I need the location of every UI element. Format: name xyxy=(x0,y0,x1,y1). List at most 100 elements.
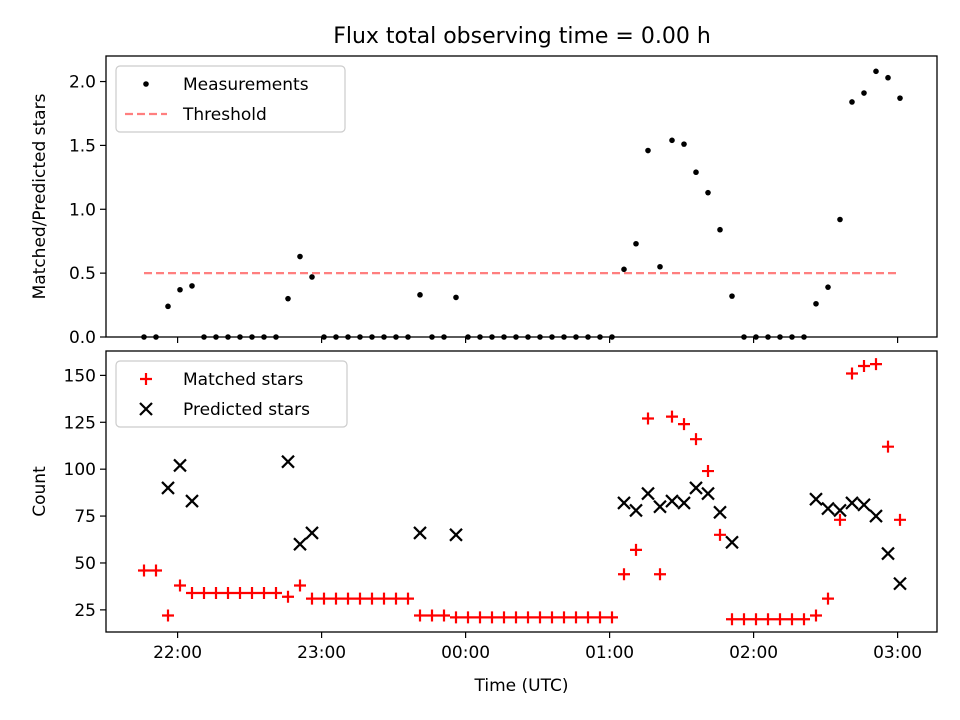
matched-stars-point xyxy=(150,564,162,577)
matched-stars-point xyxy=(186,586,198,599)
measurement-point xyxy=(633,240,639,247)
axes-frame xyxy=(105,55,938,338)
predicted-stars-point xyxy=(449,528,463,542)
predicted-stars-point xyxy=(713,505,727,520)
y-tick-label: 2.0 xyxy=(69,73,96,93)
matched-stars-point xyxy=(198,586,210,599)
matched-stars-point xyxy=(702,465,714,478)
matched-stars-point xyxy=(774,613,786,626)
matched-stars-point xyxy=(378,592,390,605)
matched-stars-point xyxy=(498,611,510,624)
y-tick-label: 125 xyxy=(64,413,96,433)
matched-stars-point xyxy=(450,611,462,624)
measurement-point xyxy=(729,293,735,299)
matched-stars-point xyxy=(342,592,354,605)
matched-stars-point xyxy=(798,613,810,626)
predicted-stars-point xyxy=(281,454,295,469)
y-axis-label: Count xyxy=(30,466,50,517)
predicted-stars-point xyxy=(857,498,871,512)
matched-stars-point xyxy=(666,410,678,423)
legend-swatch-matched xyxy=(140,373,152,385)
legend-label: Matched stars xyxy=(183,370,303,390)
matched-stars-point xyxy=(858,360,870,373)
matched-stars-point xyxy=(690,433,702,446)
predicted-stars-point xyxy=(185,494,199,508)
matched-stars-point xyxy=(390,592,402,605)
matched-stars-point xyxy=(294,579,306,592)
matched-stars-point xyxy=(258,586,270,599)
matched-stars-point xyxy=(726,613,738,626)
measurement-point xyxy=(453,294,459,301)
matched-stars-point xyxy=(426,609,438,622)
y-axis-label: Matched/Predicted stars xyxy=(30,93,50,299)
matched-stars-point xyxy=(786,613,798,626)
measurement-point xyxy=(873,68,879,75)
matched-stars-point xyxy=(306,592,318,605)
measurement-point xyxy=(681,141,687,147)
matched-stars-point xyxy=(750,613,762,626)
matched-stars-point xyxy=(162,609,174,622)
legend-label: Measurements xyxy=(183,75,309,95)
x-axis-label: Time (UTC) xyxy=(474,676,569,696)
matched-stars-point xyxy=(642,412,654,425)
matched-stars-point xyxy=(414,609,426,622)
measurement-point xyxy=(285,295,291,302)
x-tick-label: 03:00 xyxy=(873,643,922,663)
matched-stars-point xyxy=(894,513,906,526)
matched-stars-point xyxy=(618,568,630,581)
predicted-stars-point xyxy=(893,576,907,591)
legend-swatch-predicted xyxy=(139,402,153,416)
legend-label: Threshold xyxy=(182,105,267,125)
matched-stars-point xyxy=(330,592,342,605)
x-tick-label: 22:00 xyxy=(153,643,202,663)
matched-stars-point xyxy=(318,592,330,605)
chart-title: Flux total observing time = 0.00 h xyxy=(333,24,711,49)
predicted-stars-point xyxy=(881,546,895,561)
y-tick-label: 25 xyxy=(74,601,96,621)
matched-stars-point xyxy=(606,611,618,624)
matched-stars-point xyxy=(834,513,846,526)
y-tick-label: 0.5 xyxy=(69,264,96,284)
predicted-stars-point xyxy=(689,481,703,495)
predicted-stars-point xyxy=(845,496,859,510)
predicted-stars-point xyxy=(305,526,319,540)
predicted-stars-point xyxy=(677,496,691,510)
matched-stars-point xyxy=(462,611,474,624)
measurement-point xyxy=(813,300,819,307)
matched-stars-point xyxy=(246,586,258,599)
matched-stars-point xyxy=(522,611,534,624)
legend-swatch-measurements xyxy=(143,81,149,87)
matched-stars-point xyxy=(846,367,858,380)
matched-stars-point xyxy=(138,564,150,577)
predicted-stars-point xyxy=(629,503,643,518)
matched-stars-point xyxy=(210,586,222,599)
matched-stars-point xyxy=(558,611,570,624)
matched-stars-point xyxy=(366,592,378,605)
matched-stars-point xyxy=(678,418,690,431)
predicted-stars-point xyxy=(725,535,739,550)
measurement-point xyxy=(669,137,675,144)
predicted-stars-point xyxy=(821,501,835,516)
predicted-stars-point xyxy=(617,496,631,510)
predicted-stars-point xyxy=(653,499,667,514)
y-tick-label: 75 xyxy=(74,507,96,527)
predicted-stars-point xyxy=(173,458,187,473)
predicted-stars-point xyxy=(641,486,655,501)
y-tick-label: 50 xyxy=(74,554,96,574)
matched-stars-point xyxy=(546,611,558,624)
measurement-point xyxy=(621,266,627,273)
matched-stars-point xyxy=(234,586,246,599)
y-tick-label: 1.5 xyxy=(69,136,96,156)
measurement-point xyxy=(165,303,171,310)
measurement-point xyxy=(825,284,831,290)
measurement-point xyxy=(885,74,891,81)
predicted-stars-point xyxy=(293,537,307,551)
matched-stars-point xyxy=(594,611,606,624)
matched-stars-point xyxy=(822,592,834,605)
y-tick-label: 0.0 xyxy=(69,328,96,348)
predicted-stars-point xyxy=(869,509,883,523)
matched-stars-point xyxy=(174,579,186,592)
x-tick-label: 02:00 xyxy=(729,643,778,663)
matched-stars-point xyxy=(810,609,822,622)
